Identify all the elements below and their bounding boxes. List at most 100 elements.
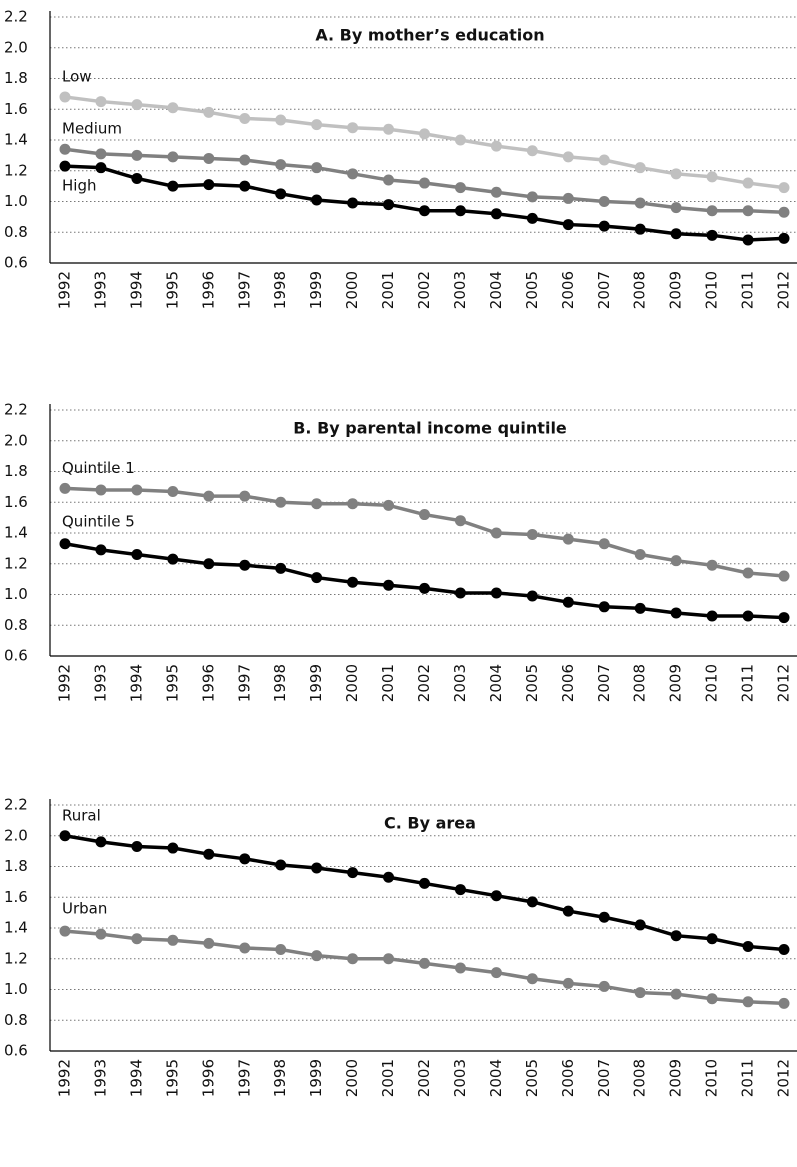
data-point (203, 152, 215, 164)
x-tick-label: 2012 (775, 1059, 793, 1097)
x-tick-label: 2009 (667, 271, 685, 309)
data-point (454, 182, 466, 194)
x-tick-label: 2009 (667, 664, 685, 702)
data-point (490, 140, 502, 152)
data-point (526, 973, 538, 985)
data-point (95, 928, 107, 940)
y-tick-label: 1.2 (4, 161, 28, 179)
data-point (778, 570, 790, 582)
data-point (383, 871, 395, 883)
data-point (239, 490, 251, 502)
data-point (454, 515, 466, 527)
x-tick-label: 1995 (163, 271, 181, 309)
data-point (311, 498, 323, 510)
y-tick-label: 1.2 (4, 554, 28, 572)
series-label: Low (62, 67, 92, 85)
y-tick-label: 1.4 (4, 524, 28, 542)
data-point (239, 559, 251, 571)
data-point (490, 208, 502, 220)
data-point (598, 220, 610, 232)
y-tick-label: 0.8 (4, 223, 28, 241)
data-point (311, 194, 323, 206)
y-tick-label: 1.6 (4, 493, 28, 511)
data-point (275, 159, 287, 171)
data-point (59, 482, 71, 494)
data-point (526, 191, 538, 203)
data-point (203, 179, 215, 191)
data-point (311, 572, 323, 584)
x-tick-label: 2004 (487, 1059, 505, 1097)
x-tick-label: 1999 (307, 271, 325, 309)
data-point (634, 602, 646, 614)
data-point (239, 853, 251, 865)
y-tick-label: 0.6 (4, 254, 28, 272)
x-tick-label: 1997 (235, 271, 253, 309)
x-tick-label: 2011 (739, 271, 757, 309)
data-point (239, 112, 251, 124)
x-tick-label: 2001 (379, 1059, 397, 1097)
data-point (454, 134, 466, 146)
data-point (454, 962, 466, 974)
data-point (490, 186, 502, 198)
x-tick-label: 2005 (523, 271, 541, 309)
chart-title: A. By mother’s education (315, 26, 544, 45)
data-point (419, 177, 430, 189)
x-tick-label: 2002 (415, 1059, 433, 1097)
x-tick-label: 2012 (775, 664, 793, 702)
x-tick-label: 1998 (271, 1059, 289, 1097)
data-point (347, 867, 359, 879)
data-point (490, 890, 502, 902)
data-point (634, 549, 646, 561)
x-tick-label: 1993 (91, 271, 109, 309)
series-label: Medium (62, 120, 122, 138)
data-point (742, 940, 754, 952)
x-tick-label: 2007 (595, 664, 613, 702)
data-point (383, 199, 395, 211)
data-point (311, 119, 323, 131)
data-point (526, 145, 538, 157)
data-point (311, 950, 323, 962)
data-point (383, 174, 395, 186)
data-point (59, 925, 71, 937)
x-tick-label: 2010 (703, 664, 721, 702)
data-point (670, 228, 682, 240)
y-tick-label: 2.0 (4, 826, 28, 844)
data-point (634, 223, 646, 235)
data-point (526, 529, 538, 541)
y-tick-label: 2.2 (4, 796, 28, 814)
x-tick-label: 1994 (127, 271, 145, 309)
data-point (59, 143, 71, 155)
data-point (742, 205, 754, 217)
data-point (778, 612, 790, 624)
x-tick-label: 2008 (631, 664, 649, 702)
data-point (419, 205, 430, 217)
x-tick-label: 2003 (451, 271, 469, 309)
y-tick-label: 1.0 (4, 192, 28, 210)
x-tick-label: 1992 (56, 271, 74, 309)
data-point (562, 151, 574, 163)
y-tick-label: 2.0 (4, 431, 28, 449)
data-point (203, 848, 215, 860)
data-point (203, 558, 215, 570)
x-tick-label: 2009 (667, 1059, 685, 1097)
data-point (131, 933, 143, 945)
data-point (670, 930, 682, 942)
data-point (778, 944, 790, 956)
data-point (419, 877, 430, 889)
data-point (347, 576, 359, 588)
data-point (95, 544, 107, 556)
x-tick-label: 2012 (775, 271, 793, 309)
series-label: Quintile 5 (62, 512, 135, 530)
data-point (239, 942, 251, 954)
data-point (419, 957, 430, 969)
x-tick-label: 2004 (487, 664, 505, 702)
y-tick-label: 0.8 (4, 616, 28, 634)
data-point (275, 944, 287, 956)
x-tick-label: 2005 (523, 664, 541, 702)
data-point (706, 559, 718, 571)
x-tick-label: 1998 (271, 271, 289, 309)
data-point (203, 106, 215, 118)
data-point (203, 490, 215, 502)
x-tick-label: 1994 (127, 1059, 145, 1097)
